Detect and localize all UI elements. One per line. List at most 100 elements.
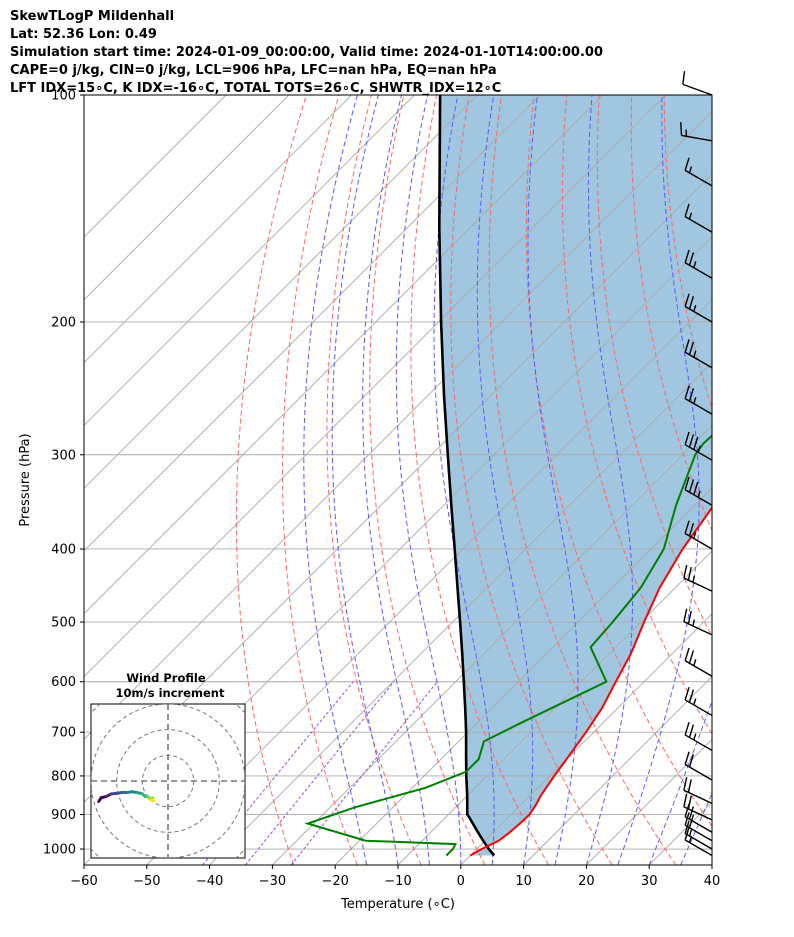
- x-tick-label: −60: [70, 874, 97, 889]
- wind-barb: [684, 751, 713, 781]
- moist-adiabat: [648, 699, 712, 865]
- x-axis-label: Temperature (∘C): [340, 897, 455, 912]
- isotherm-line: [84, 95, 290, 301]
- wind-barb: [684, 431, 713, 461]
- dry-adiabat: [326, 95, 422, 865]
- isotherm-line: [84, 95, 666, 678]
- x-tick-label: −30: [259, 874, 286, 889]
- y-tick-label: 900: [51, 808, 76, 823]
- isotherm-line: [146, 299, 712, 865]
- moist-adiabat: [395, 95, 462, 865]
- wind-barb: [684, 293, 713, 323]
- temperature-line: [469, 506, 712, 857]
- wind-barb: [684, 820, 713, 850]
- wind-barb: [684, 647, 713, 677]
- isotherm-line: [84, 95, 478, 489]
- isotherm-line: [397, 550, 712, 865]
- x-tick-label: 20: [578, 874, 595, 889]
- dry-adiabat: [525, 95, 712, 828]
- chart-header: SkewTLogP Mildenhall Lat: 52.36 Lon: 0.4…: [10, 8, 603, 98]
- cin-shade-region: [439, 95, 712, 856]
- isotherm-line: [272, 424, 712, 865]
- y-tick-label: 800: [51, 769, 76, 784]
- dry-adiabat: [282, 95, 358, 865]
- moist-adiabat: [362, 95, 430, 865]
- wind-barb: [684, 520, 713, 550]
- wind-barb: [680, 122, 713, 142]
- x-tick-label: −40: [196, 874, 223, 889]
- y-tick-label: 200: [51, 315, 76, 330]
- dry-adiabat: [450, 95, 613, 865]
- wind-barb: [684, 385, 713, 415]
- y-tick-label: 100: [51, 89, 76, 104]
- mixing-ratio-line: [245, 681, 395, 865]
- dry-adiabat: [663, 95, 712, 411]
- isotherm-line: [523, 675, 712, 865]
- isotherm-line: [775, 95, 794, 865]
- wind-barb: [684, 721, 713, 752]
- wind-barb: [684, 203, 713, 233]
- hodograph-title: Wind Profile: [126, 671, 206, 685]
- cape-shading: [439, 95, 712, 856]
- isotherm-line: [84, 95, 415, 427]
- dry-adiabat: [235, 95, 307, 865]
- dry-adiabat: [488, 95, 677, 865]
- y-tick-label: 500: [51, 616, 76, 631]
- moist-adiabat: [527, 95, 579, 865]
- wind-barb: [683, 777, 713, 805]
- y-tick-label: 1000: [43, 843, 76, 858]
- mixing-ratio-line: [290, 681, 438, 865]
- y-tick-label: 600: [51, 675, 76, 690]
- moist-adiabat: [303, 95, 368, 865]
- moist-adiabat: [617, 95, 700, 865]
- wind-barb: [684, 476, 713, 506]
- time-line: Simulation start time: 2024-01-09_00:00:…: [10, 45, 603, 60]
- dry-adiabat: [369, 95, 486, 865]
- isotherm-line: [84, 95, 541, 552]
- y-tick-label: 300: [51, 448, 76, 463]
- background-grid: [84, 95, 794, 865]
- x-tick-label: 10: [515, 874, 532, 889]
- x-tick-label: −10: [384, 874, 411, 889]
- isotherm-line: [334, 487, 712, 865]
- wind-barb: [684, 686, 713, 717]
- wind-barb: [684, 812, 713, 842]
- wind-barb: [684, 339, 713, 369]
- x-tick-label: 0: [457, 874, 465, 889]
- wind-barb: [684, 827, 713, 857]
- cape-line: CAPE=0 j/kg, CIN=0 j/kg, LCL=906 hPa, LF…: [10, 63, 497, 78]
- y-tick-label: 700: [51, 726, 76, 741]
- moist-adiabat: [680, 792, 712, 865]
- hodograph-inset: Wind Profile 10m/s increment: [90, 671, 246, 859]
- moist-adiabat: [331, 95, 399, 865]
- dry-adiabat: [596, 95, 712, 638]
- x-tick-label: −20: [321, 874, 348, 889]
- hodograph-subtitle: 10m/s increment: [116, 686, 225, 700]
- wind-barb: [684, 157, 713, 187]
- hodograph-plot: [91, 704, 245, 858]
- wind-barbs: [680, 71, 713, 857]
- isotherm-line: [84, 95, 352, 364]
- wind-barb: [684, 249, 713, 279]
- parcel-profile-line: [437, 95, 496, 857]
- dry-adiabat: [561, 95, 712, 735]
- wind-barb: [682, 71, 713, 96]
- isotherm-line: [84, 95, 604, 615]
- wind-barb: [683, 564, 713, 592]
- wind-barb: [684, 803, 713, 833]
- x-tick-label: −50: [133, 874, 160, 889]
- x-tick-label: 30: [641, 874, 658, 889]
- index-line: LFT IDX=15∘C, K IDX=-16∘C, TOTAL TOTS=26…: [10, 81, 502, 96]
- isotherm-line: [84, 110, 712, 741]
- isotherm-line: [460, 613, 712, 865]
- dewpoint-line: [304, 434, 712, 857]
- lat-lon-line: Lat: 52.36 Lon: 0.49: [10, 27, 157, 42]
- isotherm-line: [84, 95, 227, 238]
- x-tick-label: 40: [704, 874, 721, 889]
- moist-adiabat: [585, 95, 633, 865]
- station-title: SkewTLogP Mildenhall: [10, 9, 175, 24]
- moist-adiabat: [433, 95, 495, 865]
- y-axis-label: Pressure (hPa): [18, 433, 33, 526]
- y-tick-label: 400: [51, 542, 76, 557]
